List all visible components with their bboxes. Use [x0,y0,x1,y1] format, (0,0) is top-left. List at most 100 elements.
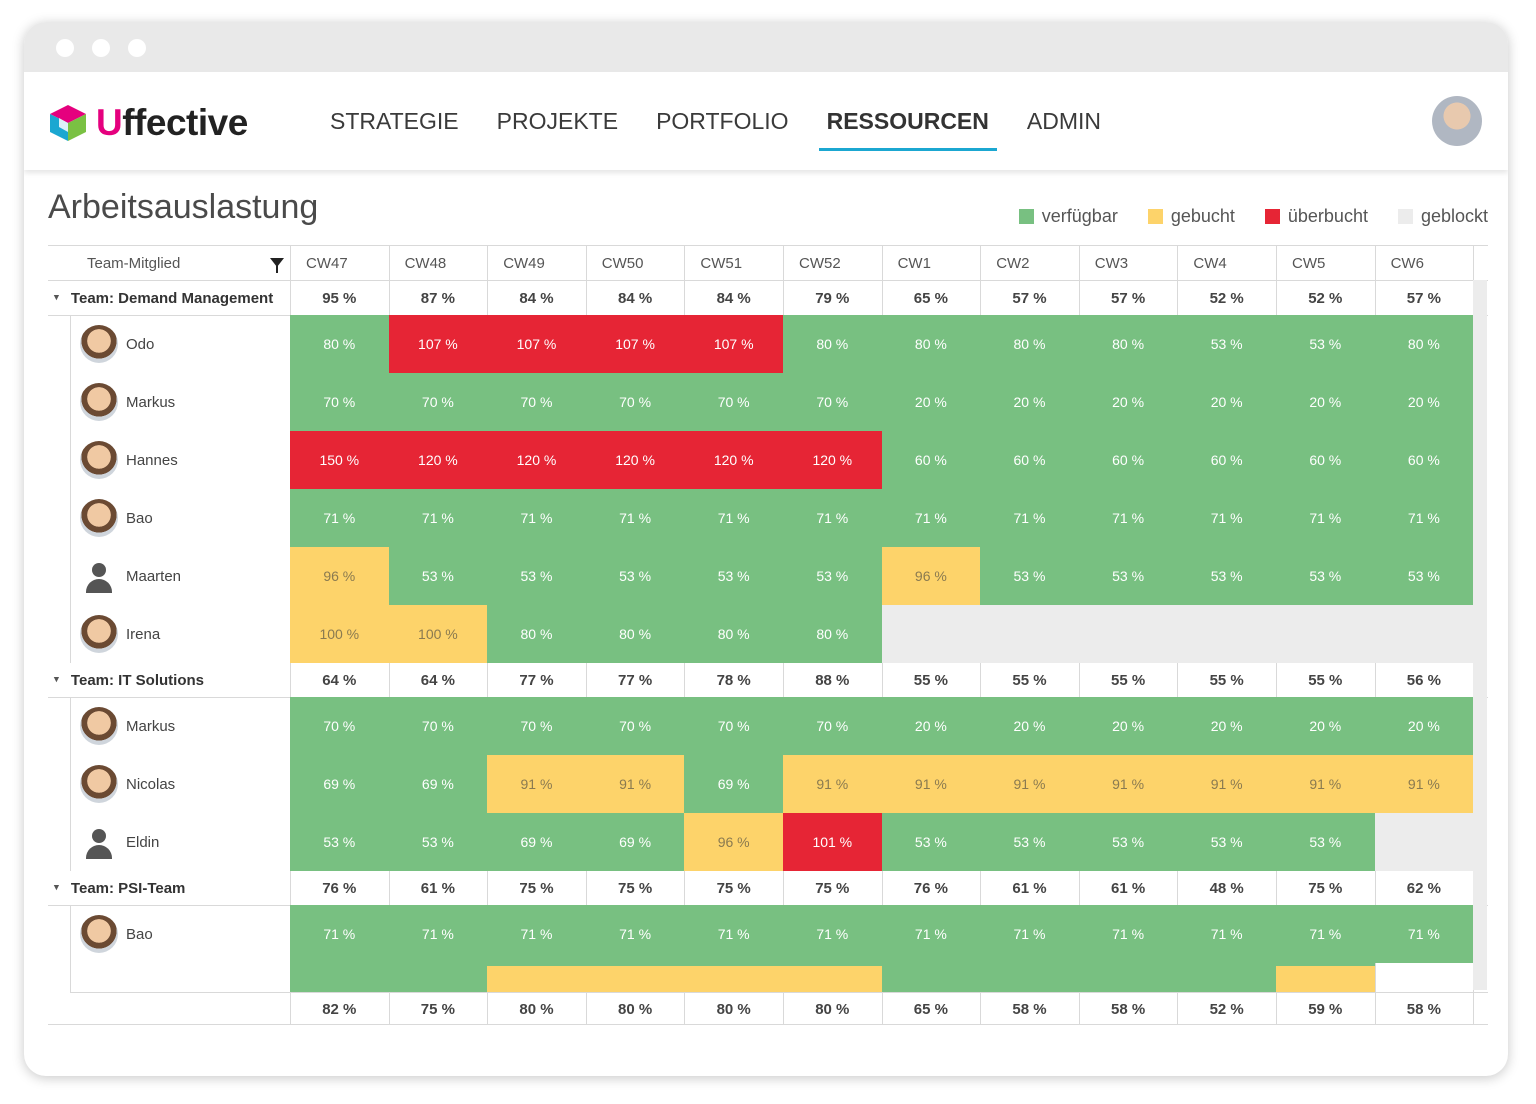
workload-cell[interactable]: 20 % [881,697,981,755]
workload-cell[interactable] [980,605,1079,663]
workload-cell[interactable]: 60 % [1374,431,1474,489]
workload-cell[interactable]: 20 % [1276,373,1375,431]
collapse-triangle-icon[interactable]: ▲ [52,675,61,685]
workload-cell[interactable]: 20 % [1177,373,1276,431]
workload-cell-partial[interactable] [388,963,488,992]
workload-cell[interactable]: 69 % [585,813,685,871]
workload-cell[interactable]: 70 % [684,373,783,431]
workload-cell[interactable]: 20 % [980,697,1079,755]
workload-cell[interactable]: 101 % [783,813,882,871]
nav-item-ressourcen[interactable]: RESSOURCEN [818,108,998,151]
workload-cell[interactable]: 20 % [1078,373,1178,431]
member-row-label[interactable]: Nicolas [80,755,175,813]
workload-cell-partial[interactable] [980,963,1079,992]
week-header[interactable]: CW52 [799,255,841,272]
workload-cell[interactable]: 53 % [980,813,1079,871]
team-row-label[interactable]: ▲ Team: IT Solutions [52,663,204,697]
workload-cell[interactable] [1276,605,1375,663]
workload-cell[interactable]: 71 % [388,905,488,963]
member-row-label[interactable]: Markus [80,373,175,431]
workload-cell-partial[interactable] [487,966,586,992]
workload-cell[interactable]: 80 % [290,315,389,373]
workload-cell[interactable]: 120 % [487,431,586,489]
workload-cell[interactable]: 71 % [783,905,882,963]
workload-cell-partial[interactable] [1078,963,1178,992]
workload-cell-partial[interactable] [487,963,586,966]
workload-cell[interactable]: 70 % [585,697,685,755]
workload-cell[interactable]: 120 % [388,431,488,489]
workload-cell[interactable]: 53 % [684,547,783,605]
workload-cell[interactable]: 71 % [585,489,685,547]
workload-cell[interactable]: 20 % [1374,373,1474,431]
workload-cell[interactable]: 53 % [290,813,389,871]
workload-cell[interactable]: 53 % [1078,547,1178,605]
workload-cell-partial[interactable] [1276,966,1375,992]
member-row-label[interactable]: Bao [80,905,153,963]
workload-cell-partial[interactable] [1276,963,1375,966]
workload-cell[interactable]: 107 % [388,315,488,373]
workload-cell[interactable]: 91 % [980,755,1079,813]
workload-cell[interactable]: 53 % [487,547,586,605]
week-header[interactable]: CW1 [897,255,931,272]
week-header[interactable]: CW49 [503,255,545,272]
workload-cell[interactable]: 71 % [1374,905,1474,963]
workload-cell[interactable]: 70 % [388,697,488,755]
workload-cell[interactable]: 53 % [783,547,882,605]
nav-item-admin[interactable]: ADMIN [1026,108,1102,134]
workload-cell[interactable]: 71 % [980,489,1079,547]
workload-cell[interactable]: 91 % [881,755,981,813]
workload-cell[interactable]: 71 % [487,905,586,963]
member-row-label[interactable]: Markus [80,697,175,755]
workload-cell[interactable]: 80 % [783,605,882,663]
week-header[interactable]: CW3 [1094,255,1129,272]
week-header[interactable]: CW48 [404,255,447,272]
workload-cell[interactable]: 91 % [1177,755,1276,813]
week-header[interactable]: CW47 [306,255,348,272]
workload-cell[interactable]: 20 % [1177,697,1276,755]
member-row-label[interactable]: Bao [80,489,153,547]
workload-cell[interactable]: 96 % [881,547,981,605]
workload-cell[interactable]: 53 % [1276,315,1375,373]
workload-cell[interactable]: 71 % [684,489,783,547]
app-logo[interactable]: Uffective [46,102,248,144]
week-header[interactable]: CW5 [1292,255,1326,272]
workload-cell[interactable]: 70 % [290,373,389,431]
workload-cell[interactable]: 69 % [487,813,586,871]
workload-cell[interactable]: 120 % [783,431,882,489]
workload-cell[interactable]: 53 % [980,547,1079,605]
workload-cell[interactable]: 100 % [290,605,389,663]
nav-item-projekte[interactable]: PROJEKTE [496,108,619,134]
workload-cell[interactable]: 80 % [487,605,586,663]
workload-cell[interactable]: 107 % [585,315,685,373]
workload-cell[interactable]: 71 % [487,489,586,547]
workload-cell[interactable]: 80 % [783,315,882,373]
workload-cell[interactable]: 60 % [1276,431,1375,489]
workload-cell[interactable]: 150 % [290,431,389,489]
workload-cell[interactable]: 60 % [1177,431,1276,489]
workload-cell[interactable]: 20 % [980,373,1079,431]
workload-cell[interactable]: 53 % [1374,547,1474,605]
workload-cell[interactable]: 70 % [290,697,389,755]
workload-cell[interactable]: 20 % [1078,697,1178,755]
workload-cell[interactable]: 71 % [1177,489,1276,547]
workload-cell[interactable]: 71 % [1078,489,1178,547]
week-header[interactable]: CW50 [601,255,644,272]
workload-cell[interactable]: 91 % [1078,755,1178,813]
user-avatar[interactable] [1432,96,1482,146]
workload-cell[interactable]: 53 % [1177,813,1276,871]
workload-cell[interactable]: 53 % [1078,813,1178,871]
workload-cell[interactable]: 80 % [1078,315,1178,373]
workload-cell[interactable]: 70 % [487,697,586,755]
workload-cell[interactable]: 71 % [881,905,981,963]
workload-cell[interactable]: 71 % [881,489,981,547]
workload-cell[interactable]: 20 % [1276,697,1375,755]
workload-cell[interactable]: 91 % [487,755,586,813]
workload-cell[interactable]: 80 % [1374,315,1474,373]
week-header[interactable]: CW51 [700,255,743,272]
workload-cell[interactable]: 53 % [1276,813,1375,871]
workload-cell[interactable]: 53 % [585,547,685,605]
workload-cell[interactable]: 71 % [290,489,389,547]
workload-cell[interactable]: 80 % [684,605,783,663]
member-row-label[interactable]: Hannes [80,431,178,489]
week-header[interactable]: CW2 [996,255,1030,272]
